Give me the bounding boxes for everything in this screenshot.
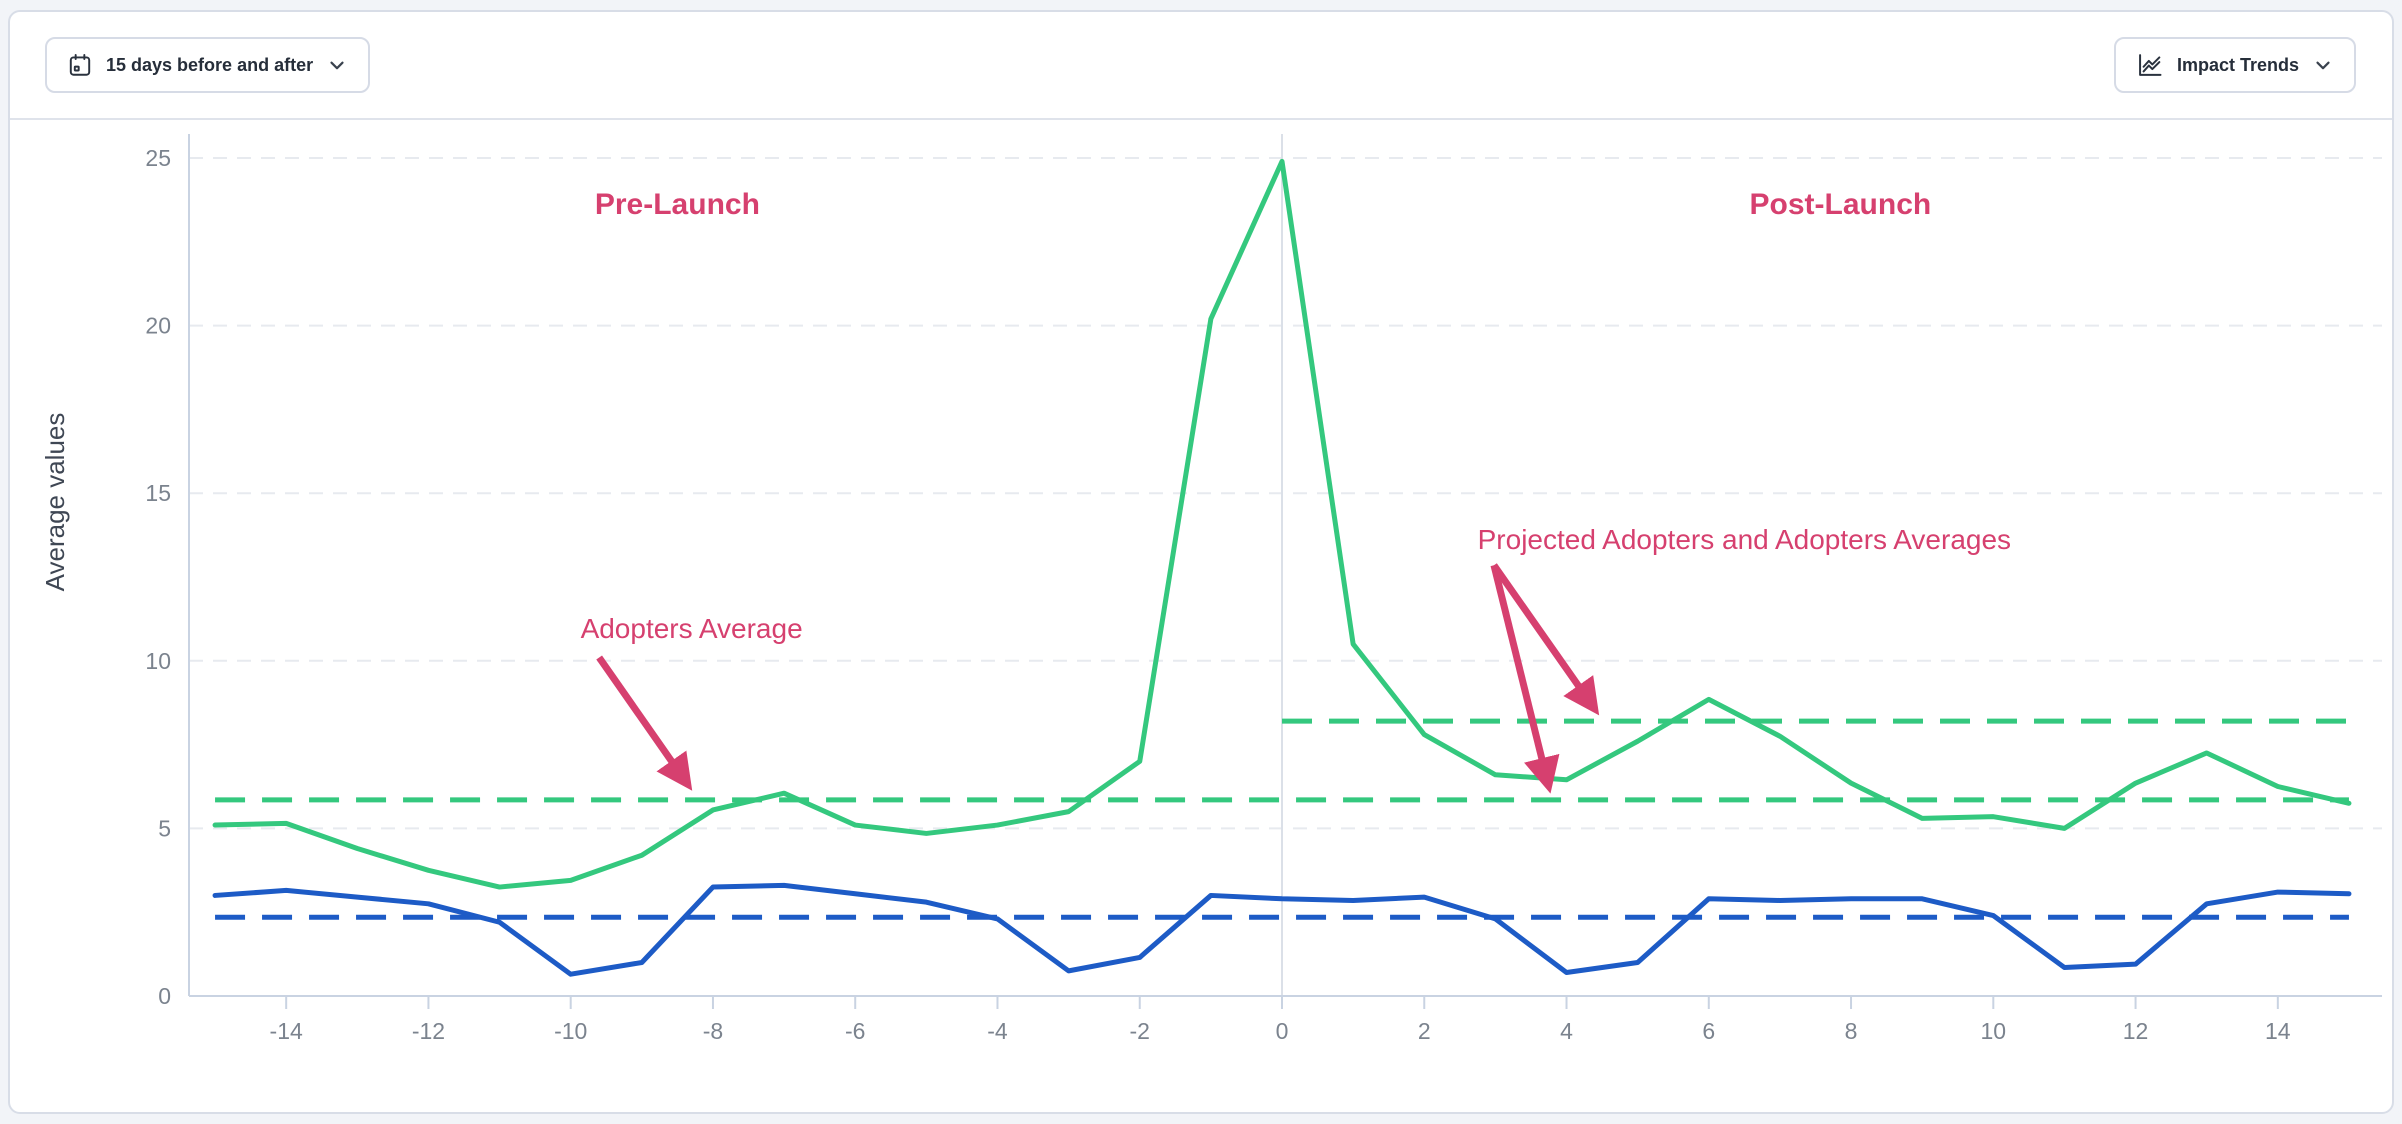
chevron-down-icon xyxy=(2312,54,2334,76)
post-launch-label: Post-Launch xyxy=(1750,188,1932,221)
chevron-down-icon xyxy=(326,54,348,76)
y-tick-label: 25 xyxy=(145,145,171,171)
x-tick-label: -6 xyxy=(845,1018,865,1044)
pre-launch-label: Pre-Launch xyxy=(595,188,760,221)
y-tick-label: 0 xyxy=(158,983,171,1009)
projected-adopters-average-label-arrow xyxy=(1490,564,1560,794)
chart-area: -14 -12 -10 -8 -6 -4 -2 0 2 4 6 8 10 12 14 0 5 10 15 20 25 Av… xyxy=(10,120,2392,1114)
y-tick-label: 5 xyxy=(158,815,171,841)
x-tick-label: 14 xyxy=(2265,1018,2291,1044)
x-tick-label: 12 xyxy=(2123,1018,2149,1044)
toolbar: 15 days before and after Impact Trends xyxy=(10,12,2392,120)
x-tick-label: -14 xyxy=(270,1018,303,1044)
adopters-series-line xyxy=(212,158,2352,890)
calendar-icon xyxy=(67,52,93,78)
y-axis-title: Average values xyxy=(40,413,70,592)
x-tick-label: -12 xyxy=(412,1018,445,1044)
x-tick-label: -4 xyxy=(987,1018,1008,1044)
projected-adopters-average-label-arrow xyxy=(1491,563,1600,716)
date-range-button[interactable]: 15 days before and after xyxy=(45,37,371,93)
x-tick-label: -10 xyxy=(554,1018,587,1044)
x-tick-label: 0 xyxy=(1276,1018,1289,1044)
x-tick-label: 10 xyxy=(1981,1018,2007,1044)
x-tick-label: -8 xyxy=(703,1018,723,1044)
x-tick-label: 2 xyxy=(1418,1018,1431,1044)
x-tick-label: 8 xyxy=(1845,1018,1858,1044)
impact-trends-line-chart: -14 -12 -10 -8 -6 -4 -2 0 2 4 6 8 10 12 14 0 5 10 15 20 25 Av… xyxy=(40,134,2382,1044)
projected-adopters-series-line xyxy=(212,882,2352,977)
impact-trends-button[interactable]: Impact Trends xyxy=(2113,37,2356,93)
projected-adopters-average-label: Projected Adopters and Adopters Averages xyxy=(1478,524,2011,555)
y-tick-label: 20 xyxy=(145,313,171,339)
y-tick-label: 10 xyxy=(145,648,171,674)
x-tick-label: 6 xyxy=(1702,1018,1715,1044)
x-tick-label: 4 xyxy=(1560,1018,1573,1044)
date-range-label: 15 days before and after xyxy=(106,54,314,75)
x-tick-label: -2 xyxy=(1130,1018,1150,1044)
impact-trends-label: Impact Trends xyxy=(2176,54,2299,75)
trend-chart-icon xyxy=(2136,51,2164,79)
adopters-average-label-arrow xyxy=(596,655,693,791)
adopters-average-label: Adopters Average xyxy=(581,613,803,644)
chart-card: 15 days before and after Impact Trends xyxy=(8,10,2394,1114)
y-tick-label: 15 xyxy=(145,480,171,506)
